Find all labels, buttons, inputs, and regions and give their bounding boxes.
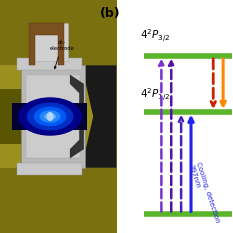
Ellipse shape bbox=[27, 103, 73, 130]
Ellipse shape bbox=[47, 112, 54, 121]
Bar bbox=[12, 103, 87, 130]
Bar bbox=[17, 163, 82, 175]
Polygon shape bbox=[82, 65, 116, 168]
Bar bbox=[0, 168, 116, 233]
Text: Cooling, detection
397nm: Cooling, detection 397nm bbox=[188, 161, 220, 226]
Text: (b): (b) bbox=[100, 7, 120, 20]
Text: $4^2P_{1/2}$: $4^2P_{1/2}$ bbox=[140, 86, 171, 103]
Text: dc-
electrode: dc- electrode bbox=[49, 41, 74, 69]
Bar bbox=[0, 89, 23, 144]
Bar bbox=[26, 75, 80, 158]
Ellipse shape bbox=[34, 107, 66, 126]
Bar bbox=[33, 23, 68, 61]
Ellipse shape bbox=[40, 110, 61, 123]
Text: $4^2P_{3/2}$: $4^2P_{3/2}$ bbox=[140, 27, 171, 44]
Bar bbox=[17, 58, 82, 70]
Polygon shape bbox=[29, 23, 64, 65]
Bar bbox=[0, 0, 116, 65]
Ellipse shape bbox=[18, 97, 82, 136]
Polygon shape bbox=[70, 75, 84, 158]
Ellipse shape bbox=[44, 113, 56, 120]
Bar bbox=[21, 65, 85, 168]
Ellipse shape bbox=[72, 112, 77, 121]
